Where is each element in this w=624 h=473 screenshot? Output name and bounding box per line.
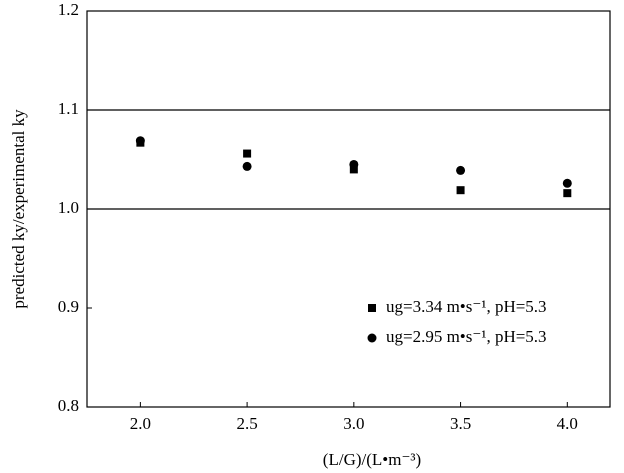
point	[456, 186, 465, 195]
point	[349, 159, 359, 169]
x-tick-label: 4.0	[557, 414, 578, 433]
y-tick-label: 1.1	[58, 99, 79, 118]
y-tick-label: 0.8	[58, 396, 79, 415]
x-tick-label: 3.5	[450, 414, 471, 433]
point	[456, 165, 466, 175]
point	[135, 136, 145, 146]
point	[562, 178, 572, 188]
legend-label: ug=2.95 m•s⁻¹, pH=5.3	[386, 327, 547, 346]
y-tick-label: 1.2	[58, 0, 79, 19]
point	[242, 161, 252, 171]
x-tick-label: 3.0	[343, 414, 364, 433]
point	[563, 189, 572, 198]
x-tick-label: 2.5	[236, 414, 257, 433]
legend-marker	[367, 333, 377, 343]
y-axis-label: predicted ky/experimental ky	[9, 109, 28, 309]
legend-marker	[368, 304, 376, 312]
point	[243, 149, 252, 158]
x-axis-label: (L/G)/(L•m⁻³)	[323, 450, 421, 469]
point	[349, 165, 358, 174]
legend-label: ug=3.34 m•s⁻¹, pH=5.3	[386, 297, 547, 316]
x-tick-label: 2.0	[130, 414, 151, 433]
y-tick-label: 0.9	[58, 297, 79, 316]
y-tick-label: 1.0	[58, 198, 79, 217]
